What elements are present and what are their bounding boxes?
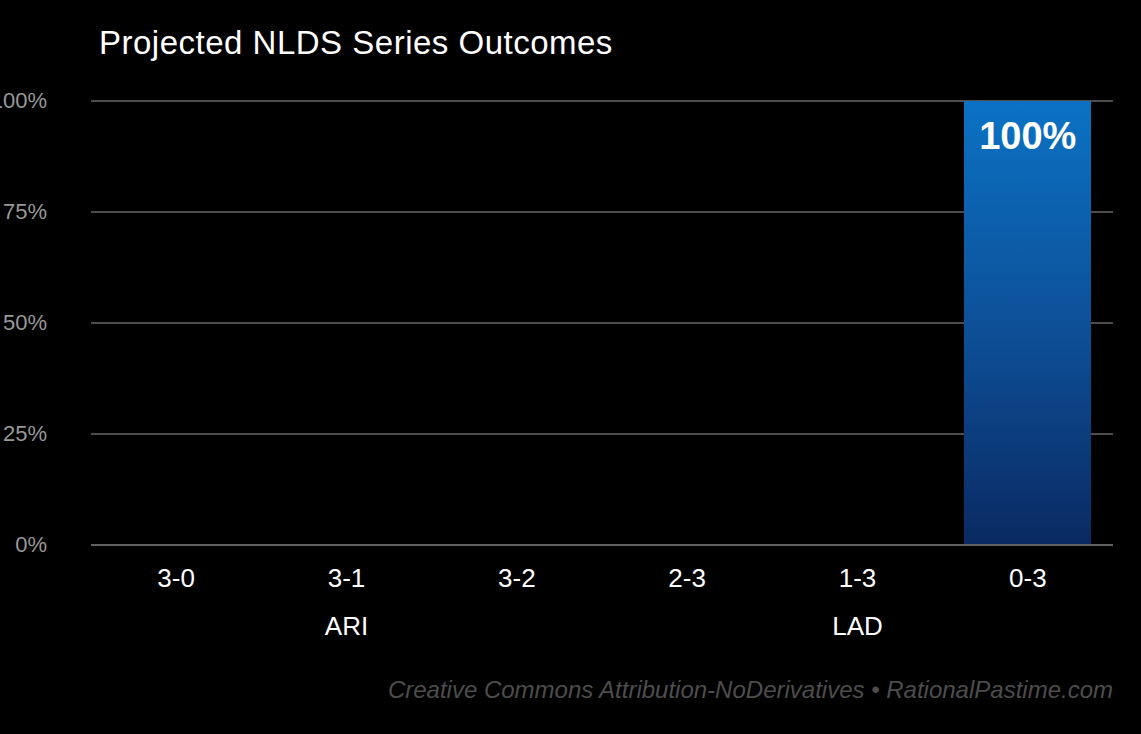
x-axis-line <box>91 544 1113 546</box>
gridline <box>91 211 1113 213</box>
y-tick-label: 50% <box>0 310 47 336</box>
x-tick-label-3-1: 3-1 <box>328 563 366 594</box>
attribution-text: Creative Commons Attribution-NoDerivativ… <box>388 676 1113 704</box>
y-tick-label: 25% <box>0 421 47 447</box>
y-tick-label: 100% <box>0 88 47 114</box>
chart-canvas: Projected NLDS Series Outcomes 0%25%50%7… <box>0 0 1141 734</box>
bar-value-label: 100% <box>964 115 1091 158</box>
gridline <box>91 322 1113 324</box>
gridline <box>91 100 1113 102</box>
y-tick-label: 75% <box>0 199 47 225</box>
x-tick-label-2-3: 2-3 <box>668 563 706 594</box>
x-tick-label-0-3: 0-3 <box>1009 563 1047 594</box>
team-label-LAD: LAD <box>832 611 883 642</box>
x-tick-label-3-2: 3-2 <box>498 563 536 594</box>
plot-area: 0%25%50%75%100%100% <box>91 101 1113 545</box>
gridline <box>91 433 1113 435</box>
team-label-ARI: ARI <box>325 611 368 642</box>
x-tick-label-3-0: 3-0 <box>157 563 195 594</box>
x-axis: 3-0 3-1 3-2 2-3 1-3 0-3 <box>91 563 1113 597</box>
chart-title: Projected NLDS Series Outcomes <box>99 24 613 62</box>
y-tick-label: 0% <box>0 532 47 558</box>
bar-0-3: 100% <box>964 101 1091 545</box>
team-label-row: ARI LAD <box>91 611 1113 645</box>
x-tick-label-1-3: 1-3 <box>839 563 877 594</box>
